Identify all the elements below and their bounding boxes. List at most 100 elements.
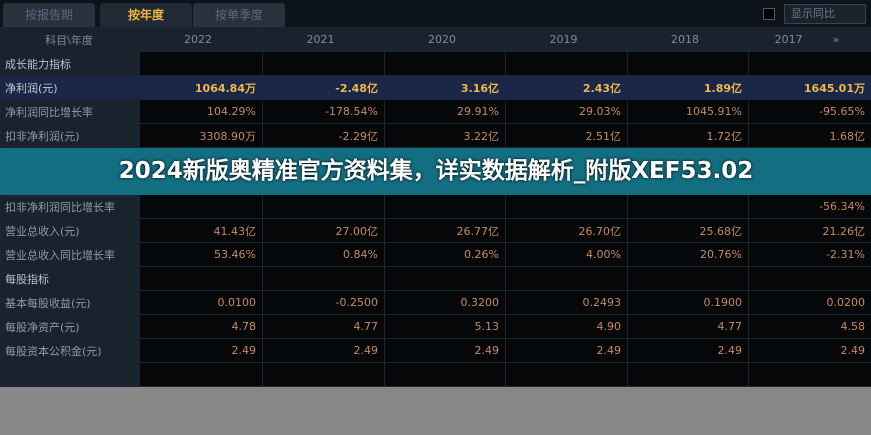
year-header: 2020 <box>385 28 506 52</box>
cell-value: 2.49 <box>263 339 385 363</box>
cell-value: 4.00% <box>506 243 628 267</box>
row-label <box>1 363 140 387</box>
cell-value: -2.31% <box>749 243 871 267</box>
cell-value: 26.77亿 <box>385 219 506 243</box>
cell-value: 21.26亿 <box>749 219 871 243</box>
cell-value: 0.84% <box>263 243 385 267</box>
cell-value: 29.03% <box>506 100 628 124</box>
row-label: 每股资本公积金(元) <box>1 339 140 363</box>
banner-title: 2024新版奥精准官方资料集，详实数据解析_附版XEF53.02 <box>119 158 753 184</box>
cell-value: 1.68亿 <box>749 124 871 148</box>
row-label: 扣非净利润(元) <box>1 124 140 148</box>
cell-value <box>140 195 263 219</box>
cell-value <box>263 52 385 76</box>
cell-value: 1.89亿 <box>628 76 749 100</box>
cell-value: 0.3200 <box>385 291 506 315</box>
cell-value: 2.49 <box>749 339 871 363</box>
cell-value: 25.68亿 <box>628 219 749 243</box>
table-row: 扣非净利润同比增长率-56.34% <box>1 195 871 219</box>
table-row <box>1 363 871 387</box>
tab-by-year[interactable]: 按年度 <box>100 3 192 27</box>
cell-value: -178.54% <box>263 100 385 124</box>
cell-value: 104.29% <box>140 100 263 124</box>
show-yoy-checkbox[interactable] <box>763 8 775 20</box>
cell-value: 20.76% <box>628 243 749 267</box>
cell-value: 4.58 <box>749 315 871 339</box>
cell-value: -2.48亿 <box>263 76 385 100</box>
cell-value: -95.65% <box>749 100 871 124</box>
cell-value <box>263 195 385 219</box>
cell-value: 41.43亿 <box>140 219 263 243</box>
cell-value: 3.16亿 <box>385 76 506 100</box>
cell-value <box>385 363 506 387</box>
row-label: 每股净资产(元) <box>1 315 140 339</box>
cell-value: 1.72亿 <box>628 124 749 148</box>
year-header: 2017 » <box>749 28 871 52</box>
cell-value <box>385 52 506 76</box>
cell-value <box>628 363 749 387</box>
cell-value: -2.29亿 <box>263 124 385 148</box>
cell-value <box>749 267 871 291</box>
cell-value <box>506 52 628 76</box>
cell-value: 0.0100 <box>140 291 263 315</box>
row-label: 净利润同比增长率 <box>1 100 140 124</box>
cell-value: 5.13 <box>385 315 506 339</box>
cell-value <box>263 363 385 387</box>
cell-value: 29.91% <box>385 100 506 124</box>
cell-value: 0.2493 <box>506 291 628 315</box>
tab-bar: 按报告期 按年度 按单季度 显示同比 <box>0 0 871 27</box>
cell-value: 2.49 <box>628 339 749 363</box>
section-row: 成长能力指标 <box>1 52 871 76</box>
cell-value: -0.2500 <box>263 291 385 315</box>
row-label: 成长能力指标 <box>1 52 140 76</box>
cell-value: 26.70亿 <box>506 219 628 243</box>
cell-value: 2.49 <box>140 339 263 363</box>
cell-value: 2.43亿 <box>506 76 628 100</box>
cell-value: 4.77 <box>628 315 749 339</box>
banner-cell: 2024新版奥精准官方资料集，详实数据解析_附版XEF53.02 <box>1 148 871 195</box>
cell-value: 27.00亿 <box>263 219 385 243</box>
gray-overlay <box>0 387 871 435</box>
cell-value <box>628 195 749 219</box>
row-label: 扣非净利润同比增长率 <box>1 195 140 219</box>
year-2017: 2017 <box>775 33 803 46</box>
cell-value <box>749 363 871 387</box>
year-header: 2021 <box>263 28 385 52</box>
cell-value: 3.22亿 <box>385 124 506 148</box>
header-row: 科目\年度 2022 2021 2020 2019 2018 2017» <box>1 28 871 52</box>
cell-value: 4.90 <box>506 315 628 339</box>
row-label: 营业总收入(元) <box>1 219 140 243</box>
cell-value <box>506 363 628 387</box>
section-row: 每股指标 <box>1 267 871 291</box>
cell-value <box>749 52 871 76</box>
cell-value: 4.78 <box>140 315 263 339</box>
show-yoy-button[interactable]: 显示同比 <box>784 4 866 24</box>
row-label: 每股指标 <box>1 267 140 291</box>
cell-value: 2.51亿 <box>506 124 628 148</box>
title-banner: 2024新版奥精准官方资料集，详实数据解析_附版XEF53.02 <box>1 148 871 195</box>
cell-value: 4.77 <box>263 315 385 339</box>
cell-value: 2.49 <box>385 339 506 363</box>
cell-value <box>385 195 506 219</box>
cell-value <box>506 195 628 219</box>
cell-value: 1645.01万 <box>749 76 871 100</box>
year-header: 2019 <box>506 28 628 52</box>
tab-by-report-period[interactable]: 按报告期 <box>3 3 95 27</box>
next-chevron-icon[interactable]: » <box>833 33 840 46</box>
cell-value <box>263 267 385 291</box>
cell-value <box>628 267 749 291</box>
tab-by-quarter[interactable]: 按单季度 <box>193 3 285 27</box>
cell-value: 3308.90万 <box>140 124 263 148</box>
cell-value: 0.0200 <box>749 291 871 315</box>
cell-value <box>140 267 263 291</box>
year-header: 2022 <box>140 28 263 52</box>
cell-value: 53.46% <box>140 243 263 267</box>
year-header: 2018 <box>628 28 749 52</box>
